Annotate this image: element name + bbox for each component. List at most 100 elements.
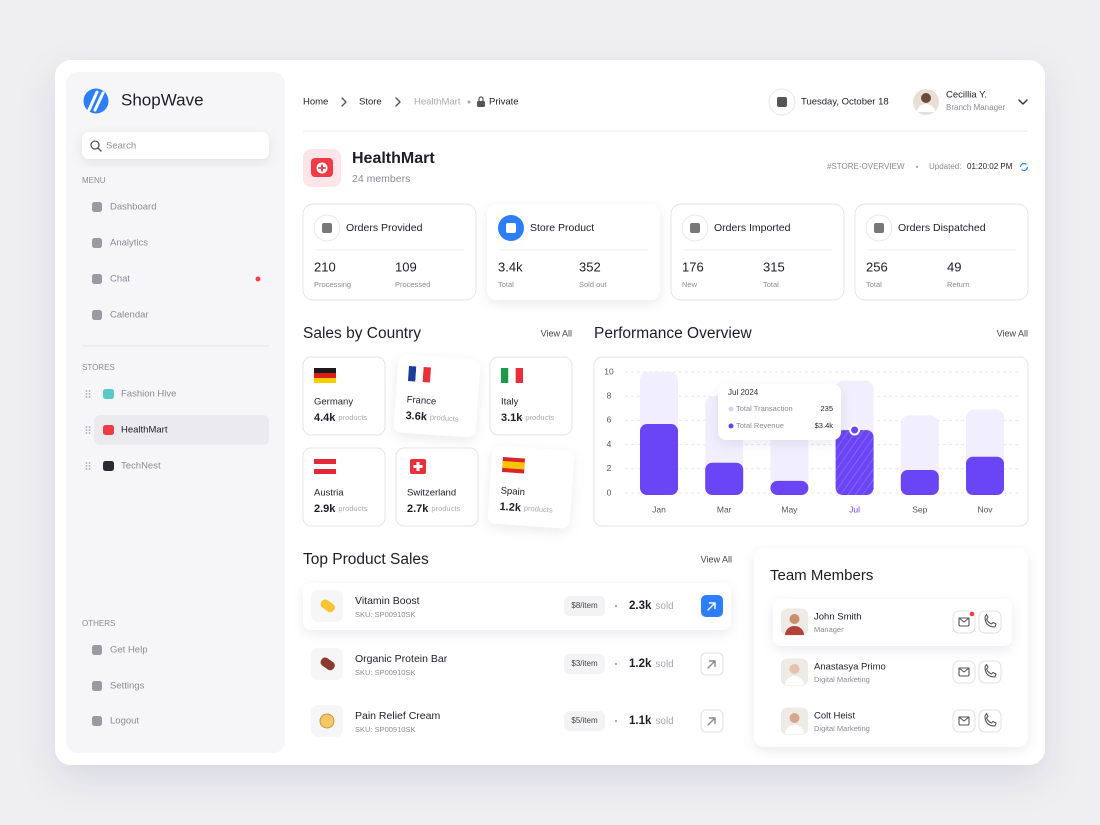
tooltip: [718, 384, 841, 440]
section-heading: Team Members: [770, 567, 873, 584]
drag-handle: [85, 432, 88, 434]
y-tick-label: 6: [607, 415, 612, 425]
y-tick-label: 10: [604, 366, 614, 376]
country-value: 3.1k: [501, 412, 523, 424]
product-sold: 2.3k sold: [629, 600, 674, 612]
view-all[interactable]: View All: [701, 554, 732, 564]
drag-handle: [85, 390, 88, 392]
stat-label: Processing: [314, 280, 351, 289]
drag-handle: [85, 468, 88, 470]
sold-value: 1.1k: [629, 715, 652, 727]
call-button[interactable]: [978, 610, 1002, 634]
date-icon: [777, 97, 787, 107]
country-name: Switzerland: [407, 488, 456, 499]
tooltip-label: Total Revenue: [736, 421, 784, 430]
logo-mark: [87, 90, 105, 112]
highlight-point: [849, 424, 861, 436]
stat-icon-glyph: [874, 223, 884, 233]
menu-icon: [92, 202, 102, 212]
product-icon: [320, 657, 335, 671]
drag-handle: [88, 429, 91, 431]
stat-card: [302, 203, 477, 301]
drag-handle: [85, 396, 88, 398]
section-heading: Top Product Sales: [303, 551, 429, 568]
view-all[interactable]: View All: [541, 328, 572, 338]
country-name: Spain: [500, 485, 525, 498]
country-unit: products: [525, 413, 554, 422]
call-button[interactable]: [978, 660, 1002, 684]
product-sold: 1.2k sold: [629, 658, 674, 670]
menu-icon: [92, 681, 102, 691]
notification-dot: [255, 276, 261, 282]
menu-item[interactable]: Dashboard: [110, 202, 156, 213]
drag-handle: [88, 432, 91, 434]
stat-value: 210: [314, 259, 336, 274]
stat-value: 49: [947, 259, 961, 274]
menu-item[interactable]: Chat: [110, 274, 130, 285]
mail-icon: [958, 617, 970, 627]
updated-label: Updated:: [929, 162, 961, 171]
member-avatar-head: [789, 713, 800, 723]
member-avatar-body: [785, 725, 804, 734]
country-value: 2.9k: [314, 503, 336, 515]
bar: [640, 424, 678, 495]
sold-label: sold: [655, 716, 673, 727]
menu-item[interactable]: Analytics: [110, 238, 148, 249]
stat-value: 352: [579, 259, 601, 274]
member-name: Anastasya Primo: [814, 662, 886, 673]
stat-label: Total: [498, 280, 514, 289]
menu-item[interactable]: Settings: [110, 681, 145, 692]
separator-dot: [614, 719, 618, 723]
menu-icon: [92, 310, 102, 320]
breadcrumb-item[interactable]: Home: [303, 97, 328, 108]
store-item[interactable]: HealthMart: [121, 425, 168, 436]
country-sales: 2.9k products: [314, 503, 367, 515]
menu-item[interactable]: Logout: [110, 716, 139, 727]
section-title: OTHERS: [82, 619, 115, 628]
drag-handle: [85, 426, 88, 428]
tooltip-title: Jul 2024: [728, 388, 759, 397]
view-all[interactable]: View All: [997, 328, 1028, 338]
member-role: Manager: [814, 625, 844, 634]
flag-stripe: [415, 366, 424, 382]
section-title: MENU: [82, 176, 106, 185]
search-box[interactable]: [82, 132, 269, 159]
menu-item[interactable]: Calendar: [110, 310, 149, 321]
bar: [835, 430, 874, 495]
product-sku: SKU: SP00910SK: [355, 725, 415, 734]
drag-handle: [85, 429, 88, 431]
store-item[interactable]: TechNest: [121, 461, 161, 472]
flag-stripe: [422, 366, 431, 383]
member-row-active: [773, 599, 1012, 646]
user-name: Cecillia Y.: [946, 90, 987, 101]
breadcrumb-item[interactable]: HealthMart: [414, 97, 461, 108]
store-icon: [103, 389, 114, 399]
call-button[interactable]: [978, 709, 1002, 733]
product-price: $5/item: [571, 716, 598, 725]
product-name: Organic Protein Bar: [355, 653, 448, 665]
phone-icon: [984, 613, 997, 628]
flag-stripe: [314, 464, 336, 469]
country-unit: products: [431, 504, 460, 513]
y-tick-label: 2: [607, 463, 612, 473]
x-tick-label: Jan: [652, 504, 666, 514]
x-tick-label: Mar: [717, 504, 732, 514]
store-item[interactable]: Fashion Hive: [121, 389, 176, 400]
price-pill: [564, 596, 605, 616]
member-name: Colt Heist: [814, 711, 856, 722]
bar: [770, 480, 809, 495]
lock-shackle: [478, 96, 484, 102]
flag-stripe: [501, 368, 509, 383]
drag-handle: [88, 462, 91, 464]
breadcrumb-item[interactable]: Store: [359, 97, 382, 108]
dropdown-chevron: [1018, 99, 1028, 105]
breadcrumb-separator: [341, 97, 347, 107]
menu-icon: [92, 274, 102, 284]
member-avatar-head: [789, 614, 800, 624]
menu-item[interactable]: Get Help: [110, 645, 148, 656]
tooltip-value: 235: [820, 404, 833, 413]
member-avatar-head: [789, 664, 800, 674]
stat-label: Return: [947, 280, 970, 289]
stat-card: [854, 203, 1029, 301]
message-dot: [969, 611, 975, 617]
